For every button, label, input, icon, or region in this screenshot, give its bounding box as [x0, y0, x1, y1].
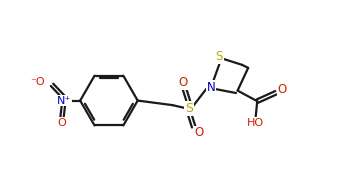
Text: O: O: [178, 76, 188, 89]
Text: S: S: [185, 102, 193, 115]
Text: ⁻O: ⁻O: [31, 77, 46, 87]
Text: HO: HO: [247, 118, 264, 128]
Text: O: O: [277, 83, 287, 96]
Text: O: O: [195, 126, 204, 139]
Text: S: S: [216, 50, 223, 63]
Text: N⁺: N⁺: [57, 96, 71, 106]
Text: O: O: [58, 118, 66, 128]
Text: N: N: [207, 81, 215, 94]
